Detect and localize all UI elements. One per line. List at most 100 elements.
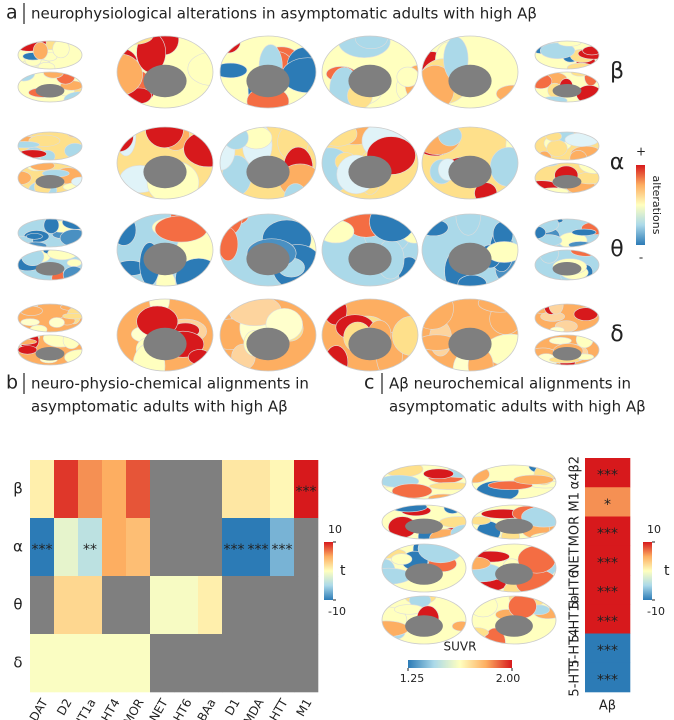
brain-region [18, 345, 38, 355]
brain-medial [35, 84, 65, 98]
brain-region [202, 127, 213, 140]
brain-region [428, 493, 460, 499]
brain-region [422, 219, 449, 237]
brain-outline [421, 298, 519, 372]
brain-medial [348, 155, 392, 189]
brain-region [63, 91, 82, 102]
heatmap-cell [174, 518, 199, 577]
brain-medial [348, 327, 392, 361]
brain-region [573, 307, 599, 321]
heatmap-cell [126, 460, 151, 519]
y-tick-label: 5-HTT [568, 658, 583, 696]
brain-region [389, 505, 428, 513]
brain-outline [17, 334, 83, 366]
x-tick-label: 5-HT6 [165, 696, 195, 720]
heatmap-cell [222, 518, 247, 577]
suvr-tick-label: 2.00 [496, 672, 521, 685]
brain-region [20, 318, 40, 326]
band-label: δ [610, 322, 623, 347]
heatmap-cell [585, 545, 631, 576]
heatmap-cell [246, 634, 271, 693]
brain-outline [534, 40, 600, 70]
brain-outline [381, 595, 467, 645]
brain [18, 163, 82, 193]
brain [220, 299, 316, 371]
brain-region [26, 233, 43, 240]
brain-region [322, 219, 355, 244]
brain-outline [116, 35, 214, 109]
y-tick-label: M1 [568, 492, 583, 512]
brain-medial [552, 175, 582, 189]
colorbar [324, 542, 333, 600]
brain-outline [381, 464, 467, 500]
brain-outline [321, 35, 419, 109]
brain [535, 219, 599, 247]
x-tick-label: 5-HT4 [93, 696, 123, 720]
brain-medial [143, 327, 187, 361]
brain-region [530, 532, 556, 539]
band-label: β [610, 59, 624, 84]
brain-medial [495, 615, 533, 637]
heatmap-cell [102, 460, 127, 519]
brain [18, 41, 82, 69]
brain-outline [534, 131, 600, 161]
heatmap-cell [78, 634, 103, 693]
panel-title: Aβ neurochemical alignments in [389, 375, 631, 393]
brain-region [508, 596, 537, 619]
x-tick-label: D1 [222, 696, 243, 718]
brain-outline [219, 35, 317, 109]
brain-region [220, 36, 241, 54]
heatmap-cell [54, 576, 79, 635]
colorbar-tick-label: 10 [328, 523, 342, 536]
brain-region [535, 73, 553, 89]
brain [382, 465, 466, 499]
brain-outline [116, 298, 214, 372]
brain-outline [17, 303, 83, 333]
brain [18, 219, 82, 247]
brain [18, 250, 82, 280]
y-tick-label: 5-HT6 [568, 570, 583, 609]
brain-medial [348, 242, 392, 276]
panel-letter: a [6, 2, 18, 24]
heatmap-cell [126, 518, 151, 577]
brain-medial [495, 518, 533, 534]
brain [322, 299, 418, 371]
brain-region [564, 132, 599, 147]
brain-outline [321, 213, 419, 287]
brain-region [18, 338, 37, 346]
brain-region [549, 337, 572, 345]
brain [472, 596, 556, 644]
brain-region [20, 305, 43, 316]
brain-region [451, 621, 466, 632]
brain-medial [246, 64, 290, 98]
brain-outline [17, 131, 83, 161]
y-tick-label: NET [568, 547, 583, 573]
heatmap-cell [222, 634, 247, 693]
significance: * [604, 497, 611, 513]
brain-region [59, 229, 82, 247]
panel-title: asymptomatic adults with high Aβ [389, 398, 646, 416]
heatmap-cell [198, 634, 223, 693]
colorbar-label: t [340, 563, 346, 579]
significance: *** [248, 542, 269, 558]
heatmap-cell [126, 576, 151, 635]
heatmap-cell [294, 518, 319, 577]
brain-outline [219, 213, 317, 287]
brain-region [61, 219, 82, 230]
colorbar [643, 542, 652, 600]
brain-medial [552, 347, 582, 361]
x-tick-label: DAT [27, 696, 51, 720]
colorbar-tick-label: -10 [647, 605, 665, 618]
brain-region [18, 141, 40, 149]
y-tick-label: MOR [568, 516, 583, 546]
heatmap-cell [198, 518, 223, 577]
heatmap-cell [54, 634, 79, 693]
brain-outline [17, 40, 83, 70]
brain-region [220, 62, 248, 79]
brain [117, 36, 213, 108]
brain-region [382, 567, 412, 585]
brain [322, 36, 418, 108]
brain-region [535, 163, 559, 167]
heatmap-cell [585, 604, 631, 634]
brain-region [391, 483, 433, 499]
